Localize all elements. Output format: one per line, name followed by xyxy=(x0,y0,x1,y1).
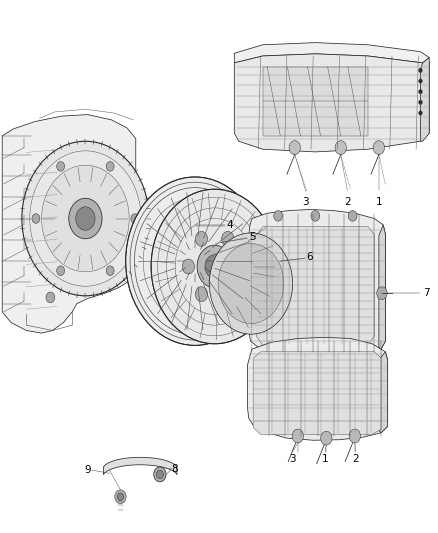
Polygon shape xyxy=(103,457,177,475)
Circle shape xyxy=(115,490,126,504)
Polygon shape xyxy=(256,227,374,345)
Circle shape xyxy=(190,255,200,268)
Circle shape xyxy=(126,177,264,345)
Circle shape xyxy=(335,141,346,155)
Circle shape xyxy=(419,90,422,94)
Text: 3: 3 xyxy=(302,197,309,207)
Polygon shape xyxy=(234,54,429,152)
Circle shape xyxy=(311,211,320,221)
Circle shape xyxy=(156,470,163,479)
Text: 1: 1 xyxy=(321,454,328,464)
Polygon shape xyxy=(2,115,136,333)
Circle shape xyxy=(419,79,422,83)
Polygon shape xyxy=(379,352,388,433)
Circle shape xyxy=(419,100,422,104)
Circle shape xyxy=(32,214,40,223)
Circle shape xyxy=(349,429,360,443)
Polygon shape xyxy=(420,58,429,141)
Text: 3: 3 xyxy=(289,454,296,464)
Circle shape xyxy=(377,287,387,300)
Circle shape xyxy=(69,198,102,239)
Circle shape xyxy=(117,493,124,500)
Circle shape xyxy=(218,244,284,324)
Circle shape xyxy=(30,151,141,286)
Text: 4: 4 xyxy=(226,220,233,230)
Circle shape xyxy=(419,111,422,115)
Circle shape xyxy=(235,259,247,274)
Circle shape xyxy=(154,467,166,482)
Text: 8: 8 xyxy=(172,464,178,474)
Circle shape xyxy=(348,211,357,221)
Polygon shape xyxy=(253,352,381,434)
Circle shape xyxy=(151,189,278,344)
Circle shape xyxy=(177,239,213,284)
Polygon shape xyxy=(234,43,429,63)
Circle shape xyxy=(42,165,129,272)
Polygon shape xyxy=(263,67,368,136)
Circle shape xyxy=(419,68,422,72)
Circle shape xyxy=(131,214,139,223)
Circle shape xyxy=(57,266,64,276)
Text: 1: 1 xyxy=(376,197,383,207)
Circle shape xyxy=(197,245,232,288)
Circle shape xyxy=(274,211,283,221)
Circle shape xyxy=(182,259,194,274)
Circle shape xyxy=(106,266,114,276)
Circle shape xyxy=(57,161,65,171)
Circle shape xyxy=(106,161,114,171)
Circle shape xyxy=(205,255,224,278)
Circle shape xyxy=(195,231,208,246)
Polygon shape xyxy=(247,337,388,440)
Text: 6: 6 xyxy=(307,252,313,262)
Circle shape xyxy=(22,141,149,296)
Circle shape xyxy=(222,231,234,246)
Text: 2: 2 xyxy=(344,197,351,207)
Circle shape xyxy=(209,233,293,334)
Text: 7: 7 xyxy=(423,288,429,298)
Circle shape xyxy=(195,287,208,302)
Circle shape xyxy=(289,141,300,155)
Circle shape xyxy=(46,292,55,303)
Circle shape xyxy=(222,287,234,302)
Text: 5: 5 xyxy=(250,232,256,241)
Circle shape xyxy=(321,431,332,445)
Text: 9: 9 xyxy=(85,465,91,475)
Polygon shape xyxy=(249,209,385,360)
Circle shape xyxy=(292,429,304,443)
Circle shape xyxy=(184,248,206,274)
Circle shape xyxy=(76,207,95,230)
Circle shape xyxy=(373,141,385,155)
Text: 2: 2 xyxy=(352,454,359,464)
Polygon shape xyxy=(379,225,385,349)
